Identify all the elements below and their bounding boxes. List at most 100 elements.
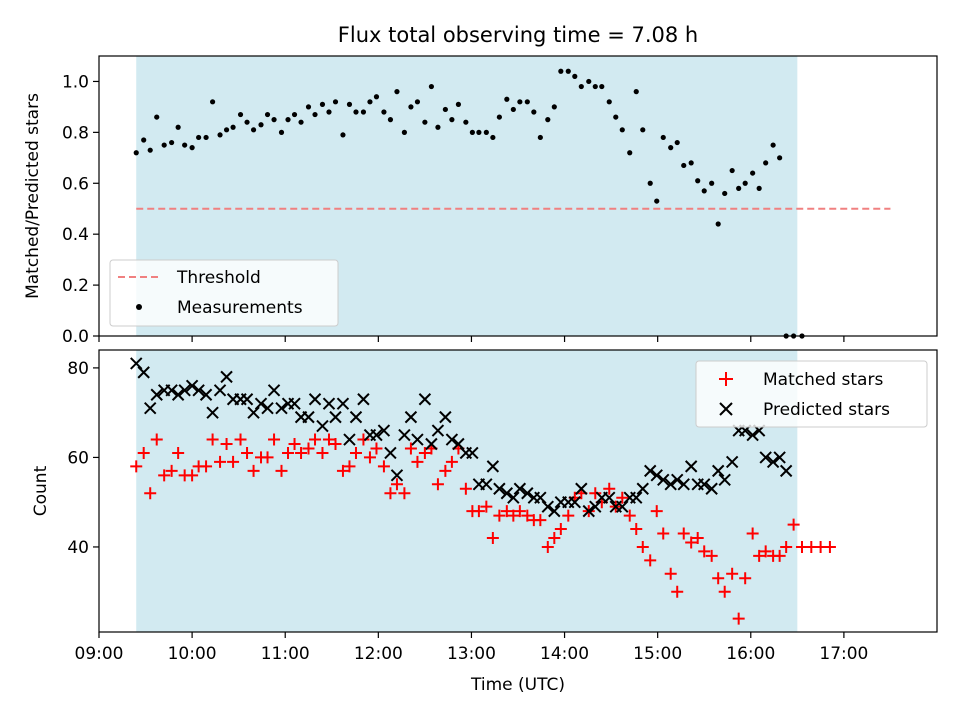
measurement-point bbox=[606, 99, 612, 105]
predicted-star-point bbox=[664, 478, 677, 491]
y-tick-label: 80 bbox=[67, 359, 89, 379]
matched-star-point bbox=[773, 549, 786, 562]
predicted-star-point bbox=[766, 455, 780, 469]
matched-star-point bbox=[137, 446, 150, 459]
predicted-star-point bbox=[220, 370, 233, 384]
matched-star-point bbox=[445, 455, 458, 468]
predicted-star-point bbox=[192, 384, 205, 397]
measurement-point bbox=[209, 99, 216, 105]
predicted-star-point bbox=[247, 406, 260, 419]
measurement-point bbox=[414, 99, 421, 105]
matched-star-point bbox=[241, 446, 254, 459]
matched-star-point bbox=[302, 442, 315, 455]
y-tick-label: 40 bbox=[67, 538, 89, 558]
matched-star-point bbox=[343, 460, 356, 473]
matched-star-point bbox=[404, 442, 417, 455]
measurement-point bbox=[709, 180, 715, 186]
bottom-y-axis: 40 60 80 bbox=[67, 359, 99, 558]
matched-star-point bbox=[220, 438, 233, 450]
matched-star-point bbox=[787, 518, 800, 531]
predicted-star-point bbox=[404, 410, 418, 424]
predicted-star-point bbox=[130, 357, 143, 370]
measurement-point bbox=[496, 114, 502, 120]
measurement-point bbox=[483, 129, 489, 135]
measurement-point bbox=[586, 78, 592, 85]
measurement-point bbox=[291, 111, 298, 118]
measurement-point bbox=[537, 134, 543, 141]
y-tick-label: 0.2 bbox=[62, 276, 89, 296]
measurement-point bbox=[572, 73, 578, 79]
predicted-star-point bbox=[589, 500, 602, 513]
matched-star-point bbox=[370, 442, 383, 455]
measurement-point bbox=[770, 142, 776, 148]
measurement-point bbox=[271, 117, 277, 123]
measurement-point bbox=[394, 89, 400, 95]
measurement-point bbox=[250, 127, 257, 133]
bottom-x-axis: 09:00 10:00 11:00 12:00 13:00 14:00 15:00 16:00… bbox=[75, 632, 868, 664]
x-tick-label: 15:00 bbox=[633, 644, 682, 664]
predicted-star-point bbox=[636, 482, 649, 495]
legend-measurement-label: Measurements bbox=[177, 298, 303, 318]
predicted-star-point bbox=[644, 464, 657, 478]
matched-points bbox=[130, 433, 836, 625]
predicted-star-point bbox=[773, 451, 786, 464]
predicted-star-point bbox=[493, 482, 506, 495]
predicted-star-point bbox=[616, 500, 629, 513]
y-tick-label: 0.8 bbox=[62, 123, 89, 143]
measurement-point bbox=[504, 96, 510, 102]
predicted-star-point bbox=[746, 428, 759, 442]
measurement-point bbox=[736, 185, 742, 191]
measurement-point bbox=[298, 119, 304, 125]
matched-star-point bbox=[247, 464, 260, 477]
measurement-point bbox=[654, 198, 660, 204]
matched-star-point bbox=[200, 460, 213, 473]
matched-star-point bbox=[823, 540, 836, 553]
measurement-point bbox=[449, 117, 455, 123]
predicted-star-point bbox=[165, 384, 178, 397]
measurement-point bbox=[133, 150, 139, 156]
predicted-star-point bbox=[316, 419, 329, 433]
predicted-star-point bbox=[171, 388, 185, 401]
matched-star-point bbox=[261, 451, 274, 464]
predicted-star-point bbox=[718, 473, 731, 487]
predicted-star-point bbox=[480, 478, 493, 491]
predicted-star-point bbox=[486, 460, 500, 473]
matched-star-point bbox=[150, 433, 163, 446]
matched-star-point bbox=[616, 491, 629, 504]
matched-star-point bbox=[480, 500, 493, 513]
matched-star-point bbox=[705, 549, 718, 562]
bottom-legend: Matched stars Predicted stars bbox=[695, 360, 928, 428]
predicted-star-point bbox=[431, 424, 445, 437]
measurement-point bbox=[455, 101, 462, 107]
matched-star-point bbox=[130, 460, 143, 473]
matched-star-point bbox=[214, 455, 227, 468]
predicted-star-point bbox=[370, 428, 383, 442]
chart-title: Flux total observing time = 7.08 h bbox=[338, 23, 698, 47]
measurement-point bbox=[701, 188, 707, 194]
matched-star-point bbox=[623, 509, 636, 522]
legend-predicted-label: Predicted stars bbox=[763, 400, 890, 420]
predicted-star-point bbox=[206, 406, 219, 419]
x-tick-label: 14:00 bbox=[540, 644, 589, 664]
top-panel: 0.0 0.2 0.4 0.6 0.8 1.0 Matched/Predicted sta… bbox=[23, 55, 938, 347]
measurement-point bbox=[681, 162, 687, 169]
measurement-point bbox=[312, 111, 318, 118]
matched-star-point bbox=[671, 585, 684, 598]
matched-star-point bbox=[521, 509, 534, 522]
measurement-point bbox=[428, 83, 435, 90]
measurement-point bbox=[360, 109, 367, 115]
y-tick-label: 0.6 bbox=[62, 174, 89, 194]
measurement-point bbox=[463, 119, 469, 125]
matched-star-point bbox=[288, 438, 301, 450]
measurement-point bbox=[422, 119, 428, 125]
measurement-point bbox=[729, 167, 735, 174]
measurement-point bbox=[147, 147, 153, 153]
predicted-star-point bbox=[452, 437, 465, 451]
measurement-point bbox=[688, 160, 694, 166]
measurement-point bbox=[244, 119, 250, 125]
top-y-axis: 0.0 0.2 0.4 0.6 0.8 1.0 bbox=[62, 72, 99, 347]
measurement-point bbox=[763, 160, 769, 166]
matched-star-point bbox=[322, 433, 335, 446]
predicted-star-point bbox=[199, 388, 213, 401]
